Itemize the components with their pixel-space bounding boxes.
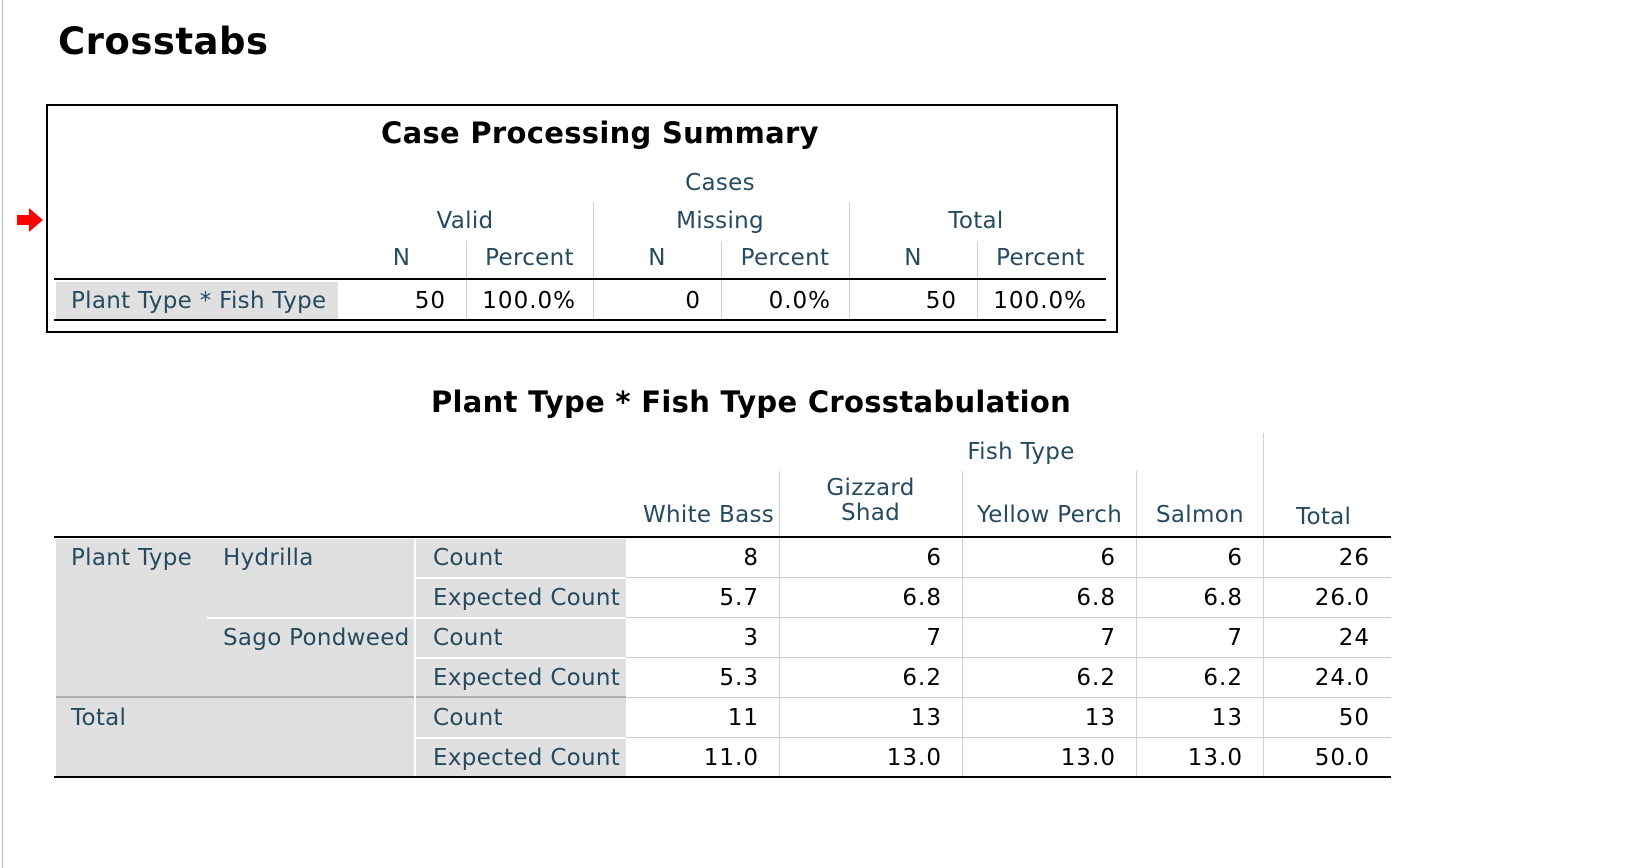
cell: 6.8 xyxy=(1203,585,1243,611)
cell: 13 xyxy=(1084,705,1116,731)
row-var-plant-type: Plant Type xyxy=(71,545,193,571)
row-divider xyxy=(626,617,1391,618)
left-margin-rule xyxy=(2,0,3,868)
cell: 24.0 xyxy=(1314,665,1370,691)
total-group-header: Total xyxy=(948,208,1004,234)
cell: 13.0 xyxy=(886,745,942,771)
cell: 26 xyxy=(1338,545,1370,571)
missing-percent-header: Percent xyxy=(740,245,830,271)
stat-count: Count xyxy=(433,545,503,571)
cell: 6 xyxy=(1227,545,1243,571)
missing-n-header: N xyxy=(648,245,666,271)
missing-percent-value: 0.0% xyxy=(768,288,831,314)
cell: 5.3 xyxy=(719,665,759,691)
total-n-value: 50 xyxy=(925,288,957,314)
col-gizzard-shad: Gizzard Shad xyxy=(779,476,962,526)
cell: 50.0 xyxy=(1314,745,1370,771)
column-divider xyxy=(1136,471,1137,778)
cell: 50 xyxy=(1338,705,1370,731)
fish-type-spanner: Fish Type xyxy=(967,439,1075,465)
row-divider xyxy=(56,696,626,698)
bottom-rule xyxy=(54,319,1106,321)
row-divider xyxy=(626,737,1391,738)
total-n-header: N xyxy=(904,245,922,271)
cell: 13.0 xyxy=(1060,745,1116,771)
case-processing-title: Case Processing Summary xyxy=(381,116,819,150)
cell: 5.7 xyxy=(719,585,759,611)
col-yellow-perch: Yellow Perch xyxy=(977,502,1123,528)
cps-row-label: Plant Type * Fish Type xyxy=(71,288,327,314)
cell: 24 xyxy=(1338,625,1370,651)
row-divider xyxy=(416,657,626,659)
cell: 6.2 xyxy=(1203,665,1243,691)
selected-item-arrow-icon[interactable] xyxy=(17,208,43,232)
col-white-bass: White Bass xyxy=(643,502,775,528)
cell: 6.2 xyxy=(1076,665,1116,691)
cell: 13.0 xyxy=(1187,745,1243,771)
column-divider xyxy=(977,241,978,321)
cases-spanner: Cases xyxy=(685,170,755,196)
total-percent-header: Percent xyxy=(996,245,1085,271)
cell: 3 xyxy=(743,625,759,651)
cell: 26.0 xyxy=(1314,585,1370,611)
valid-percent-header: Percent xyxy=(485,245,574,271)
total-percent-value: 100.0% xyxy=(993,288,1087,314)
valid-n-header: N xyxy=(392,245,411,271)
row-divider xyxy=(416,577,626,579)
stat-expected-count: Expected Count xyxy=(433,665,621,691)
col-salmon: Salmon xyxy=(1156,502,1244,528)
cell: 6.8 xyxy=(1076,585,1116,611)
stat-expected-count: Expected Count xyxy=(433,585,621,611)
row-divider xyxy=(416,737,626,739)
row-cat-hydrilla: Hydrilla xyxy=(223,545,314,571)
cell: 13 xyxy=(1211,705,1243,731)
cell: 6 xyxy=(1100,545,1116,571)
valid-percent-value: 100.0% xyxy=(482,288,576,314)
col-total: Total xyxy=(1296,504,1352,530)
valid-n-value: 50 xyxy=(414,288,446,314)
header-rule xyxy=(54,278,1106,280)
row-divider xyxy=(207,617,626,619)
column-divider xyxy=(721,241,722,321)
column-divider xyxy=(1263,433,1264,778)
cell: 6 xyxy=(926,545,942,571)
column-divider xyxy=(849,203,850,321)
cell: 8 xyxy=(743,545,759,571)
row-divider xyxy=(626,577,1391,578)
column-divider xyxy=(593,203,594,321)
missing-n-value: 0 xyxy=(685,288,701,314)
stat-expected-count: Expected Count xyxy=(433,745,621,771)
cell: 6.8 xyxy=(902,585,942,611)
cell: 6.2 xyxy=(902,665,942,691)
row-divider xyxy=(626,657,1391,658)
row-cat-sago-pondweed: Sago Pondweed xyxy=(223,625,410,651)
valid-group-header: Valid xyxy=(436,208,494,234)
col-gizzard-line1: Gizzard xyxy=(826,475,915,501)
cell: 7 xyxy=(926,625,942,651)
cell: 11 xyxy=(727,705,759,731)
header-rule xyxy=(54,536,1391,538)
case-processing-summary-table[interactable] xyxy=(46,104,1118,333)
column-divider xyxy=(466,241,467,321)
cell: 11.0 xyxy=(703,745,759,771)
stat-count: Count xyxy=(433,705,503,731)
stat-count: Count xyxy=(433,625,503,651)
crosstab-title: Plant Type * Fish Type Crosstabulation xyxy=(431,385,1072,419)
cell: 7 xyxy=(1100,625,1116,651)
bottom-rule xyxy=(54,776,1391,778)
row-cat-total: Total xyxy=(71,705,127,731)
missing-group-header: Missing xyxy=(676,208,764,234)
cell: 13 xyxy=(910,705,942,731)
label-column-divider xyxy=(414,539,416,777)
col-gizzard-line2: Shad xyxy=(840,500,901,526)
cell: 7 xyxy=(1227,625,1243,651)
column-divider xyxy=(962,471,963,778)
row-divider xyxy=(626,697,1391,698)
row-label-shade xyxy=(56,282,338,319)
page-title: Crosstabs xyxy=(58,20,269,63)
column-divider xyxy=(779,471,780,778)
